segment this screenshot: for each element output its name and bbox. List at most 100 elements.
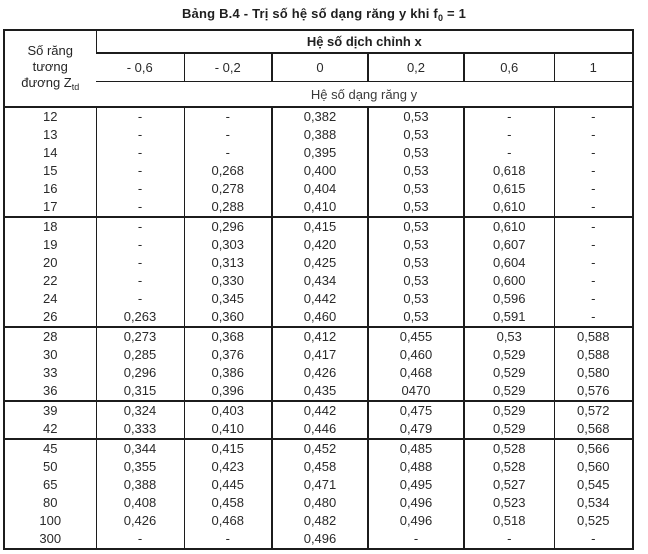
table-row: 20-0,313 0,425 0,53 0,604- (4, 254, 634, 272)
cell-form-factor-value: 0,333 (95, 420, 184, 439)
cell-form-factor-value: - (553, 217, 634, 236)
cell-form-factor-value: 0,396 (183, 382, 272, 401)
x-shift-span-header: Hệ số dịch chỉnh x (95, 30, 634, 54)
cell-form-factor-value: 0,400 (271, 162, 368, 180)
cell-form-factor-value: 0,482 (271, 512, 368, 530)
table-row: 26 0,263 0,360 0,460 0,53 0,591- (4, 308, 634, 327)
cell-form-factor-value: 0,330 (183, 272, 272, 290)
cell-equivalent-teeth: 30 (43, 347, 58, 362)
cell-form-factor-value: 0,452 (271, 439, 368, 458)
corner-header-line2: tương (32, 58, 68, 74)
cell-form-factor-value: 0,560 (553, 458, 634, 476)
cell-form-factor-value: - (183, 126, 272, 144)
cell-form-factor-value: 0470 (367, 382, 464, 401)
cell-form-factor-value: 0,426 (95, 512, 184, 530)
table-row: 300- -0,496- - - (4, 530, 634, 549)
table-row: 13- -0,388 0,53- - (4, 126, 634, 144)
row-group-5: 45 0,344 0,415 0,452 0,485 0,528 0,566 50 0,355 0… (4, 439, 634, 549)
table-row: 24-0,345 0,442 0,53 0,596- (4, 290, 634, 308)
cell-form-factor-value: 0,53 (367, 107, 464, 126)
table-row: 19-0,303 0,420 0,53 0,607- (4, 236, 634, 254)
cell-form-factor-value: 0,388 (271, 126, 368, 144)
table-row: 15-0,268 0,400 0,53 0,618- (4, 162, 634, 180)
cell-form-factor-value: 0,423 (183, 458, 272, 476)
cell-form-factor-value: 0,53 (367, 180, 464, 198)
cell-form-factor-value: 0,529 (463, 346, 554, 364)
cell-form-factor-value: 0,288 (183, 198, 272, 217)
cell-form-factor-value: 0,458 (271, 458, 368, 476)
header-row-top: Số răng tương đương Ztd Hệ số dịch chỉnh… (4, 30, 634, 92)
gear-form-factor-table: Số răng tương đương Ztd Hệ số dịch chỉnh… (3, 29, 635, 550)
cell-form-factor-value: 0,435 (271, 382, 368, 401)
table-row: 12- -0,382 0,53- - (4, 107, 634, 126)
cell-form-factor-value: 0,296 (95, 364, 184, 382)
cell-form-factor-value: 0,479 (367, 420, 464, 439)
cell-form-factor-value: - (367, 530, 464, 549)
cell-equivalent-teeth: 20 (43, 255, 58, 270)
cell-equivalent-teeth: 36 (43, 383, 58, 398)
cell-form-factor-value: 0,545 (553, 476, 634, 494)
cell-form-factor-value: 0,53 (463, 327, 554, 346)
cell-form-factor-value: 0,403 (183, 401, 272, 420)
cell-equivalent-teeth: 17 (43, 199, 58, 214)
cell-form-factor-value: 0,475 (367, 401, 464, 420)
cell-form-factor-value: 0,529 (463, 401, 554, 420)
cell-form-factor-value: 0,410 (183, 420, 272, 439)
table-row: 42 0,333 0,410 0,446 0,479 0,529 0,568 (4, 420, 634, 439)
cell-equivalent-teeth: 45 (43, 441, 58, 456)
cell-form-factor-value: 0,525 (553, 512, 634, 530)
cell-form-factor-value: - (95, 162, 184, 180)
row-group-4: 39 0,324 0,403 0,442 0,475 0,529 0,572 42 0,333 0… (4, 401, 634, 439)
cell-form-factor-value: 0,355 (95, 458, 184, 476)
cell-equivalent-teeth: 19 (43, 237, 58, 252)
x-value-header-06: 0,6 (463, 53, 554, 82)
cell-form-factor-value: 0,344 (95, 439, 184, 458)
cell-form-factor-value: 0,495 (367, 476, 464, 494)
cell-equivalent-teeth: 26 (43, 309, 58, 324)
cell-form-factor-value: - (95, 236, 184, 254)
cell-form-factor-value: 0,268 (183, 162, 272, 180)
table-header: Số răng tương đương Ztd Hệ số dịch chỉnh… (4, 30, 634, 107)
cell-form-factor-value: - (553, 198, 634, 217)
cell-form-factor-value: 0,425 (271, 254, 368, 272)
cell-form-factor-value: 0,382 (271, 107, 368, 126)
cell-form-factor-value: 0,408 (95, 494, 184, 512)
cell-form-factor-value: - (95, 254, 184, 272)
corner-header-equivalent-teeth: Số răng tương đương Ztd (4, 30, 96, 107)
table-row: 36 0,315 0,396 0,435 0470 0,529 0,576 (4, 382, 634, 401)
table-row: 18-0,296 0,415 0,53 0,610- (4, 217, 634, 236)
cell-equivalent-teeth: 18 (43, 219, 58, 234)
cell-form-factor-value: 0,568 (553, 420, 634, 439)
cell-form-factor-value: 0,518 (463, 512, 554, 530)
x-value-header-02: 0,2 (367, 53, 464, 82)
table-row: 50 0,355 0,423 0,458 0,488 0,528 0,560 (4, 458, 634, 476)
cell-form-factor-value: - (463, 144, 554, 162)
cell-form-factor-value: 0,588 (553, 327, 634, 346)
cell-form-factor-value: 0,324 (95, 401, 184, 420)
cell-equivalent-teeth: 100 (39, 513, 62, 528)
cell-form-factor-value: - (553, 107, 634, 126)
cell-form-factor-value: 0,296 (183, 217, 272, 236)
cell-form-factor-value: - (553, 144, 634, 162)
cell-form-factor-value: 0,303 (183, 236, 272, 254)
cell-form-factor-value: 0,53 (367, 308, 464, 327)
cell-form-factor-value: 0,420 (271, 236, 368, 254)
cell-equivalent-teeth: 15 (43, 163, 58, 178)
cell-form-factor-value: 0,415 (183, 439, 272, 458)
cell-form-factor-value: 0,471 (271, 476, 368, 494)
cell-form-factor-value: 0,404 (271, 180, 368, 198)
cell-form-factor-value: 0,458 (183, 494, 272, 512)
cell-form-factor-value: - (95, 180, 184, 198)
cell-form-factor-value: - (553, 162, 634, 180)
cell-form-factor-value: 0,529 (463, 420, 554, 439)
cell-form-factor-value: - (95, 530, 184, 549)
cell-form-factor-value: - (553, 236, 634, 254)
cell-form-factor-value: - (183, 107, 272, 126)
cell-form-factor-value: - (553, 308, 634, 327)
cell-equivalent-teeth: 22 (43, 273, 58, 288)
table-row: 65 0,388 0,445 0,471 0,495 0,527 0,545 (4, 476, 634, 494)
cell-form-factor-value: 0,285 (95, 346, 184, 364)
row-group-1: 12- -0,382 0,53- -13- -0,388 0,53- -14- -0,395 0… (4, 107, 634, 217)
table-row: 33 0,296 0,386 0,426 0,468 0,529 0,580 (4, 364, 634, 382)
cell-form-factor-value: 0,273 (95, 327, 184, 346)
